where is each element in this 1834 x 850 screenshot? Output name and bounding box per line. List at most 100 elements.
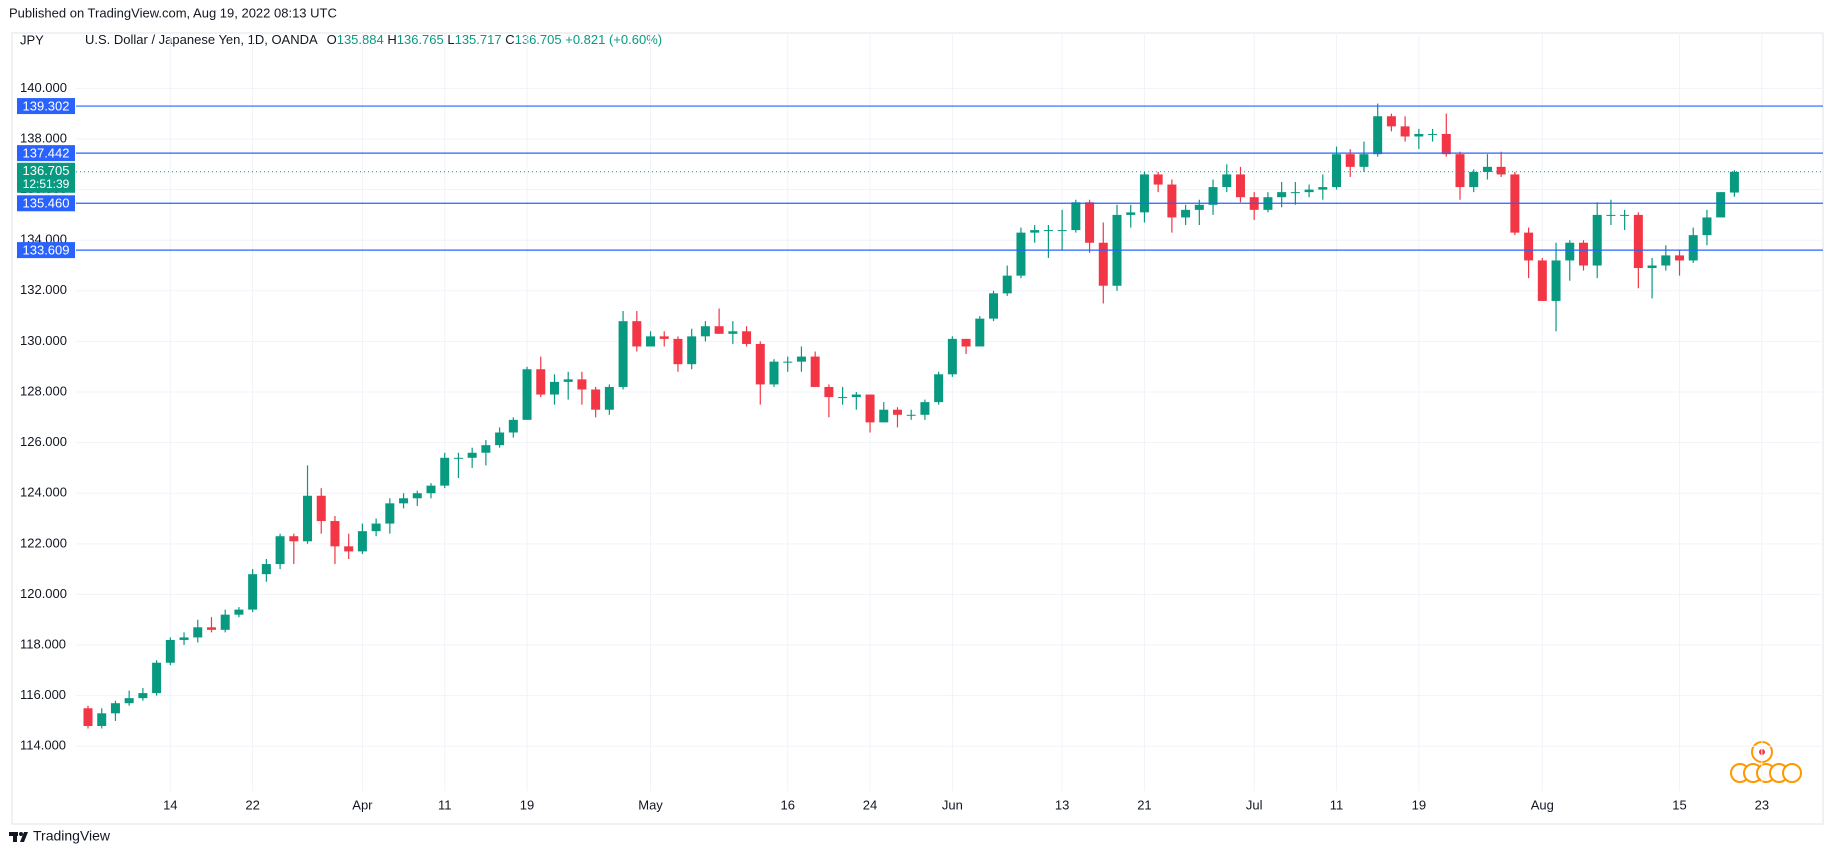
candle-body	[399, 498, 409, 504]
candle-body	[1620, 214, 1630, 216]
x-tick-label: 24	[863, 797, 877, 812]
candle-body	[1098, 242, 1108, 286]
y-tick-label: 128.000	[20, 383, 67, 398]
candle-body	[865, 394, 875, 423]
candle-body	[1551, 260, 1561, 301]
candle-body	[234, 609, 244, 615]
legend-value: 136.705	[515, 32, 562, 47]
candle-body	[1633, 214, 1643, 269]
candle-body	[426, 485, 436, 494]
candle-body	[1345, 154, 1355, 167]
candle-body	[989, 293, 999, 319]
candle-body	[947, 338, 957, 375]
candle-body	[1235, 174, 1245, 198]
candle-body	[975, 318, 985, 347]
candle-body	[1304, 189, 1314, 193]
candle-body	[1126, 212, 1136, 215]
candle-body	[1016, 232, 1026, 276]
candle-body	[1675, 255, 1685, 261]
candle-body	[536, 369, 546, 395]
y-tick-label: 126.000	[20, 434, 67, 449]
y-tick-label: 116.000	[20, 687, 66, 702]
x-tick-label: 14	[163, 797, 177, 812]
candle-body	[1661, 255, 1671, 266]
candle-body	[632, 321, 642, 347]
candle-body	[289, 536, 299, 542]
x-tick-label: 21	[1137, 797, 1151, 812]
candle-body	[796, 356, 806, 362]
event-icons	[1730, 741, 1802, 783]
candle-body	[1537, 260, 1547, 301]
candle-body	[646, 336, 656, 347]
level-label: 133.609	[23, 243, 70, 258]
x-tick-label: 11	[1330, 797, 1344, 812]
candle-body	[1524, 232, 1534, 261]
x-tick-label: Jun	[942, 797, 963, 812]
x-tick-label: Jul	[1246, 797, 1263, 812]
candle-body	[673, 338, 683, 365]
candle-body	[1496, 166, 1506, 175]
published-note: Published on TradingView.com, Aug 19, 20…	[9, 5, 337, 20]
candle-body	[453, 457, 463, 459]
y-tick-label: 130.000	[20, 333, 67, 348]
candle-body	[1085, 202, 1095, 243]
candle-body	[83, 708, 93, 726]
candle-body	[481, 445, 491, 453]
candle-body	[1043, 230, 1053, 232]
candle-body	[700, 326, 710, 337]
candle-body	[961, 338, 971, 347]
y-tick-label: 120.000	[20, 586, 67, 601]
instrument-name: U.S. Dollar / Japanese Yen, 1D, OANDA	[85, 32, 318, 47]
candle-body	[330, 521, 340, 547]
candle-body	[385, 503, 395, 524]
level-label-box	[17, 145, 75, 162]
x-tick-label: 15	[1672, 797, 1686, 812]
candle-body	[769, 361, 779, 385]
y-tick-label: 138.000	[20, 130, 67, 145]
y-tick-label: 140.000	[20, 80, 67, 95]
last-price-box	[17, 162, 75, 193]
candle-body	[1592, 214, 1602, 266]
candle-body	[687, 336, 697, 365]
legend-label: C	[505, 32, 514, 47]
level-label: 139.302	[23, 99, 70, 114]
candle-body	[1359, 154, 1369, 167]
candle-body	[220, 614, 230, 630]
legend-value: 136.765	[397, 32, 444, 47]
candle-body	[604, 386, 614, 410]
y-tick-label: 124.000	[20, 485, 67, 500]
candle-body	[124, 698, 134, 704]
candle-body	[261, 564, 271, 575]
candle-body	[728, 331, 738, 334]
candle-body	[577, 379, 587, 390]
candle-body	[467, 452, 477, 458]
candle-body	[1181, 209, 1191, 218]
candle-body	[344, 546, 354, 552]
candle-body	[495, 432, 505, 446]
candle-body	[1482, 166, 1492, 172]
candle-body	[371, 523, 381, 532]
chart-frame	[11, 32, 1824, 825]
candle-body	[193, 627, 203, 638]
candle-body	[714, 326, 724, 334]
candle-body	[591, 389, 601, 410]
last-price-label: 136.705	[23, 163, 70, 178]
candle-body	[1386, 116, 1396, 127]
candle-body	[1139, 174, 1149, 213]
candle-body	[97, 713, 107, 726]
level-label: 135.460	[23, 196, 70, 211]
candle-body	[1167, 184, 1177, 218]
candle-body	[1277, 192, 1287, 198]
candle-body	[1606, 214, 1616, 216]
candle-body	[1318, 187, 1328, 190]
candle-body	[1565, 242, 1575, 261]
candle-body	[275, 536, 285, 565]
candle-body	[440, 457, 450, 486]
x-tick-label: Aug	[1531, 797, 1554, 812]
candle-body	[549, 381, 559, 395]
candle-body	[879, 409, 889, 423]
candle-body	[316, 495, 326, 522]
x-tick-label: 22	[245, 797, 259, 812]
candle-body	[508, 419, 518, 433]
candle-body	[1400, 126, 1410, 137]
